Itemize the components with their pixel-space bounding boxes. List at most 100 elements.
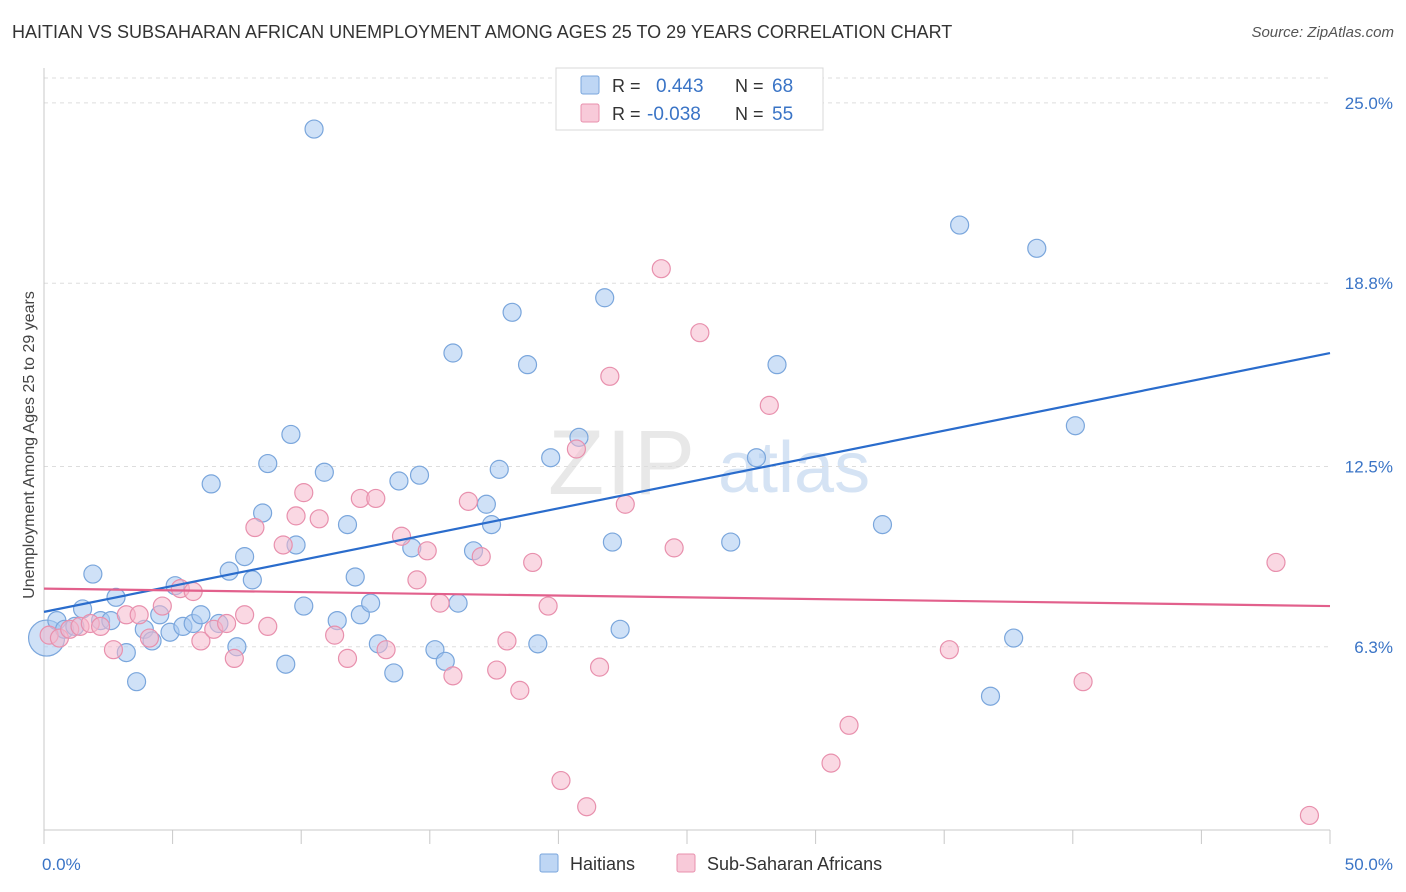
subsaharan-point [839,715,859,735]
haitian-point [602,532,623,552]
haitian-point [443,343,463,363]
haitian-point [345,567,365,587]
haitian-point [337,515,358,535]
haitian-point [276,654,296,674]
subsaharan-point [651,259,671,279]
haitian-point [528,634,548,654]
haitian-point [517,355,538,375]
stats-r-value: -0.038 [647,104,701,125]
subsaharan-point [407,570,427,590]
subsaharan-point [294,483,314,503]
haitian-trend-line [43,351,1331,613]
stats-r-label: R = [612,76,641,96]
legend-label-haitians: Haitians [570,854,635,874]
stats-legend-box [555,67,824,131]
haitian-point [1027,238,1047,258]
y-tick-label-layer: 6.3% 12.5% 18.8% 25.0% [1345,94,1393,657]
haitian-point [872,515,893,535]
subsaharan-point [551,770,571,791]
haitian-point [980,686,1001,706]
haitian-point [595,288,615,308]
stats-legend: R = 0.443 N = 68 R = -0.038 N = 55 [555,67,824,131]
subsaharan-point [191,631,211,651]
stats-n-value: 55 [772,104,793,125]
subsaharan-point [443,666,463,686]
legend-swatch-subsaharan [676,853,696,873]
haitian-point [294,596,314,616]
y-tick-label: 12.5% [1345,457,1393,476]
haitian-point [361,593,381,613]
subsaharan-point [376,640,396,660]
subsaharan-point [939,640,959,660]
subsaharan-point [417,541,437,561]
subsaharan-point [458,491,478,511]
haitian-point [201,474,221,494]
haitian-point [242,570,262,590]
y-tick-label: 18.8% [1345,274,1393,293]
stats-swatch-subsaharan [580,103,600,123]
haitian-point [384,663,404,683]
chart-title: HAITIAN VS SUBSAHARAN AFRICAN UNEMPLOYME… [12,22,953,42]
watermark-atlas: atlas [718,428,870,508]
haitian-point [304,119,324,139]
haitian-point [481,515,502,535]
subsaharan-point [139,628,160,648]
subsaharan-point [309,509,329,529]
x-tick-label-layer: 0.0% 50.0% [42,855,1393,874]
haitian-point [448,593,468,613]
stats-r-value: 0.443 [656,76,704,97]
y-tick-label: 25.0% [1345,94,1393,113]
subsaharan-point [337,648,358,669]
x-tick-label: 0.0% [42,855,81,874]
subsaharan-point [1299,805,1320,826]
haitian-point [389,471,409,491]
y-axis-title: Unemployment Among Ages 25 to 29 years [21,291,38,599]
haitian-point [721,532,741,552]
haitian-point [1065,416,1085,436]
haitian-point [950,215,970,235]
haitian-point [1004,628,1024,648]
subsaharan-point [245,517,265,538]
haitian-point [502,302,522,322]
subsaharan-point [471,547,491,567]
subsaharan-point [538,596,558,616]
haitian-point [258,453,278,474]
subsaharan-point [690,323,710,343]
subsaharan-point [759,395,779,415]
subsaharan-trend-line [43,587,1331,608]
haitian-point [235,547,255,567]
stats-r-label: R = [612,104,641,124]
stats-n-label: N = [735,104,764,124]
subsaharan-point [224,648,244,669]
subsaharan-point [273,535,293,555]
subsaharan-point [1073,672,1093,692]
points-layer [27,119,1320,826]
subsaharan-point [258,616,278,637]
x-tick-label: 50.0% [1345,855,1393,874]
haitian-point [610,619,630,639]
subsaharan-point [577,797,597,817]
subsaharan-point [217,613,237,634]
haitian-point [126,672,147,692]
haitian-point [409,465,430,485]
subsaharan-point [235,605,255,625]
subsaharan-point [487,660,507,680]
subsaharan-point [129,605,149,625]
y-tick-label: 6.3% [1354,638,1393,657]
subsaharan-point [430,593,450,613]
subsaharan-point [90,616,111,637]
subsaharan-point [1266,552,1286,573]
stats-n-value: 68 [772,76,793,97]
legend-label-subsaharan: Sub-Saharan Africans [707,854,882,874]
haitian-point [219,561,239,581]
subsaharan-point [366,488,386,509]
x-tick-layer [43,830,1331,844]
subsaharan-point [510,680,530,700]
subsaharan-point [566,439,587,459]
subsaharan-point [286,506,306,526]
haitian-point [489,459,509,479]
subsaharan-point [103,640,124,660]
haitian-point [476,494,496,514]
